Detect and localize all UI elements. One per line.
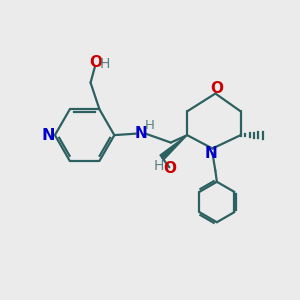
Text: H: H (154, 159, 164, 173)
Text: O: O (89, 55, 102, 70)
Text: H: H (99, 57, 110, 71)
Text: N: N (42, 128, 55, 142)
Text: H: H (145, 119, 154, 132)
Text: N: N (205, 146, 217, 161)
Polygon shape (160, 135, 187, 160)
Text: O: O (164, 161, 176, 176)
Text: O: O (210, 81, 224, 96)
Text: N: N (135, 126, 148, 141)
